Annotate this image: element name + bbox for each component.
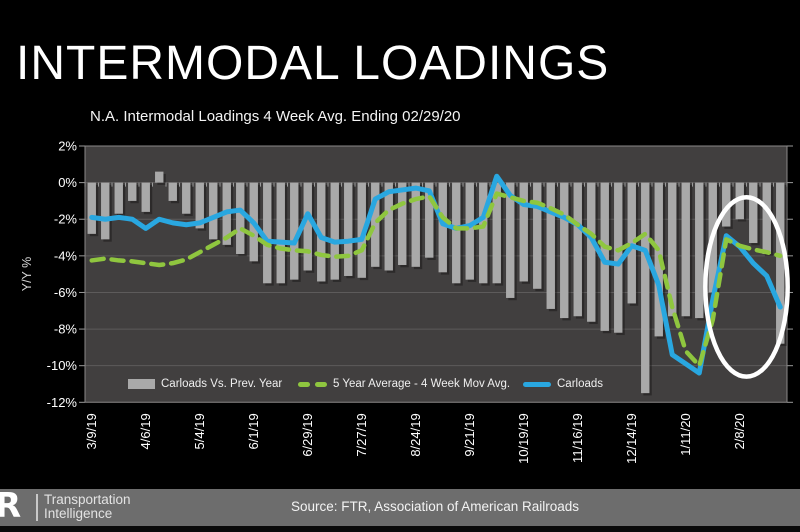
dashed-line-swatch bbox=[298, 381, 327, 387]
bar bbox=[614, 182, 623, 333]
bar bbox=[641, 182, 650, 394]
bar-series-swatch bbox=[128, 379, 155, 389]
bar bbox=[398, 182, 407, 265]
bar bbox=[290, 182, 299, 280]
x-axis-label: 3/9/19 bbox=[84, 413, 99, 449]
bar bbox=[303, 182, 312, 271]
brand-line1: Transportation bbox=[44, 492, 131, 507]
bar bbox=[87, 182, 96, 234]
bar bbox=[587, 182, 596, 322]
y-axis-label: 2% bbox=[58, 139, 77, 154]
brand-line2: Intelligence bbox=[44, 506, 113, 521]
bar bbox=[168, 182, 177, 201]
bar bbox=[236, 182, 245, 255]
legend-label: Carloads Vs. Prev. Year bbox=[161, 378, 283, 390]
page-title: INTERMODAL LOADINGS bbox=[16, 37, 610, 90]
y-axis-label: -12% bbox=[47, 395, 78, 410]
x-axis-label: 8/24/19 bbox=[408, 413, 423, 456]
bar bbox=[762, 182, 771, 255]
legend-item-carloads-vs-prev-year: Carloads Vs. Prev. Year bbox=[128, 377, 282, 391]
bar bbox=[546, 182, 555, 309]
bar bbox=[371, 182, 380, 267]
bar bbox=[506, 182, 515, 298]
bar bbox=[573, 182, 582, 317]
bar bbox=[317, 182, 326, 282]
bar bbox=[209, 182, 218, 240]
x-axis-label: 12/14/19 bbox=[624, 413, 639, 464]
solid-line-swatch bbox=[523, 381, 551, 387]
bar bbox=[735, 182, 744, 220]
y-axis-label: -4% bbox=[54, 248, 78, 263]
highlight-ellipse bbox=[703, 195, 790, 379]
bar bbox=[330, 182, 339, 280]
y-axis-label: -8% bbox=[54, 322, 78, 337]
x-axis-label: 5/4/19 bbox=[192, 413, 207, 449]
x-axis-label: 1/11/20 bbox=[678, 413, 693, 455]
bar bbox=[344, 182, 353, 276]
bar bbox=[627, 182, 636, 304]
bar bbox=[776, 182, 785, 344]
ftr-logo: R bbox=[0, 486, 22, 526]
chart-subtitle: N.A. Intermodal Loadings 4 Week Avg. End… bbox=[90, 108, 461, 125]
bottom-strip bbox=[0, 526, 800, 532]
x-axis-label: 7/27/19 bbox=[354, 413, 369, 456]
x-axis-label: 2/8/20 bbox=[732, 413, 747, 449]
bar bbox=[695, 182, 704, 319]
x-axis-label: 4/6/19 bbox=[138, 413, 153, 449]
bar bbox=[749, 182, 758, 244]
bar bbox=[425, 182, 434, 258]
brand-text: Transportation Intelligence bbox=[44, 493, 131, 521]
bar bbox=[384, 182, 393, 271]
bar bbox=[681, 182, 690, 317]
x-axis-label: 6/1/19 bbox=[246, 413, 261, 449]
y-axis-title: Y/Y % bbox=[20, 257, 34, 292]
bar bbox=[722, 182, 731, 227]
y-axis-label: 0% bbox=[58, 175, 77, 190]
bar bbox=[411, 182, 420, 267]
bar bbox=[533, 182, 542, 289]
x-axis-label: 6/29/19 bbox=[300, 413, 315, 456]
bar bbox=[101, 182, 110, 240]
bar bbox=[195, 182, 204, 229]
bar bbox=[438, 182, 447, 273]
y-axis-label: -10% bbox=[47, 358, 78, 373]
bar bbox=[276, 182, 285, 284]
legend-item-carloads: Carloads bbox=[523, 377, 603, 391]
bar bbox=[182, 182, 191, 214]
bar bbox=[357, 182, 366, 278]
bar bbox=[492, 182, 501, 284]
brand-divider bbox=[36, 494, 38, 521]
five-year-avg-line bbox=[89, 191, 783, 368]
legend-item-5-year-average: 5 Year Average - 4 Week Mov Avg. bbox=[298, 377, 510, 391]
bar bbox=[141, 182, 150, 212]
legend-label: Carloads bbox=[557, 378, 604, 390]
bar bbox=[600, 182, 609, 331]
y-axis-label: -6% bbox=[54, 285, 78, 300]
bar bbox=[668, 182, 677, 317]
bar bbox=[114, 182, 123, 214]
bar bbox=[479, 182, 488, 284]
x-axis-label: 10/19/19 bbox=[516, 413, 531, 464]
bar bbox=[519, 182, 528, 282]
bar bbox=[465, 182, 474, 280]
x-axis-label: 9/21/19 bbox=[462, 413, 477, 456]
bar bbox=[155, 171, 164, 183]
source-text: Source: FTR, Association of American Rai… bbox=[290, 499, 580, 514]
bar bbox=[560, 182, 569, 319]
legend-label: 5 Year Average - 4 Week Mov Avg. bbox=[333, 378, 511, 390]
bar bbox=[452, 182, 461, 284]
footer-bar: R Transportation Intelligence Source: FT… bbox=[0, 486, 800, 526]
bar bbox=[263, 182, 272, 284]
bar bbox=[128, 182, 137, 201]
x-axis-label: 11/16/19 bbox=[570, 413, 585, 463]
y-axis-label: -2% bbox=[54, 212, 78, 227]
